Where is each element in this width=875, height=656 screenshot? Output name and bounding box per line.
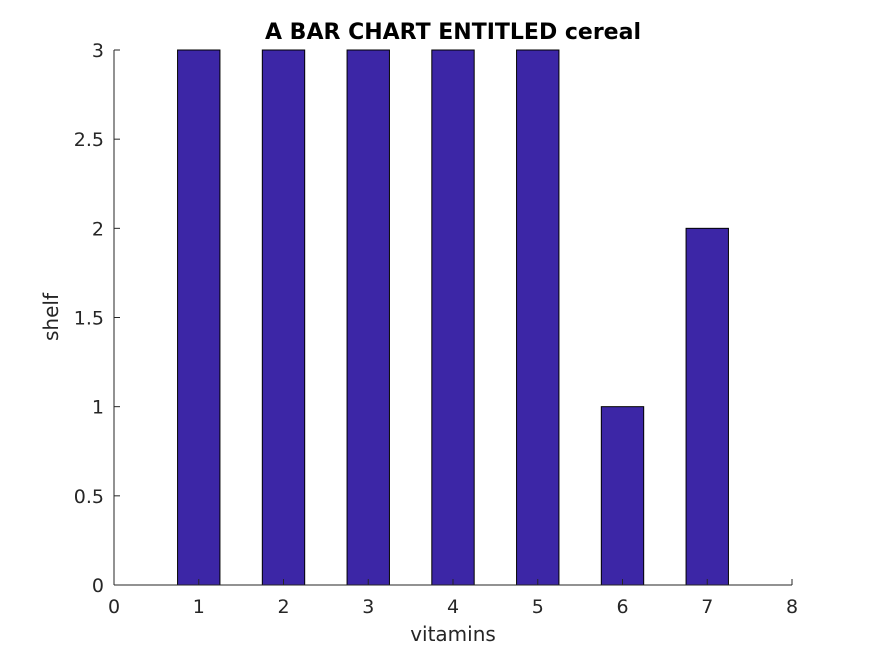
bar-6 <box>600 406 645 586</box>
x-tick-label: 8 <box>786 596 798 618</box>
bar-2 <box>261 49 306 586</box>
x-axis-label: vitamins <box>410 622 496 646</box>
y-tick-label: 1.5 <box>74 308 104 330</box>
x-tick-label: 2 <box>277 596 289 618</box>
y-axis-label: shelf <box>39 292 63 341</box>
y-tick-label: 3 <box>92 40 104 62</box>
bar-4 <box>431 49 475 586</box>
y-tick-label: 2.5 <box>74 129 104 151</box>
y-tick-label: 2 <box>92 218 104 240</box>
y-tick-label: 0.5 <box>74 486 104 508</box>
y-tick-label: 1 <box>92 397 104 419</box>
x-tick-label: 3 <box>362 596 374 618</box>
axes-group: 0 1 2 3 4 5 6 7 8 0 0.5 1 1.5 2 2.5 3 <box>74 40 798 618</box>
x-tick-label: 5 <box>532 596 544 618</box>
x-tick-label: 1 <box>193 596 205 618</box>
x-tick-label: 6 <box>616 596 628 618</box>
chart-title: A BAR CHART ENTITLED cereal <box>265 20 641 45</box>
x-tick-label: 7 <box>701 596 713 618</box>
bar-7 <box>685 227 729 586</box>
bar-1 <box>177 49 221 586</box>
bar-3 <box>346 49 390 586</box>
bar-5 <box>516 49 560 586</box>
x-tick-label: 0 <box>108 596 120 618</box>
x-tick-label: 4 <box>447 596 459 618</box>
bars-group <box>177 49 729 586</box>
y-tick-label: 0 <box>92 575 104 597</box>
